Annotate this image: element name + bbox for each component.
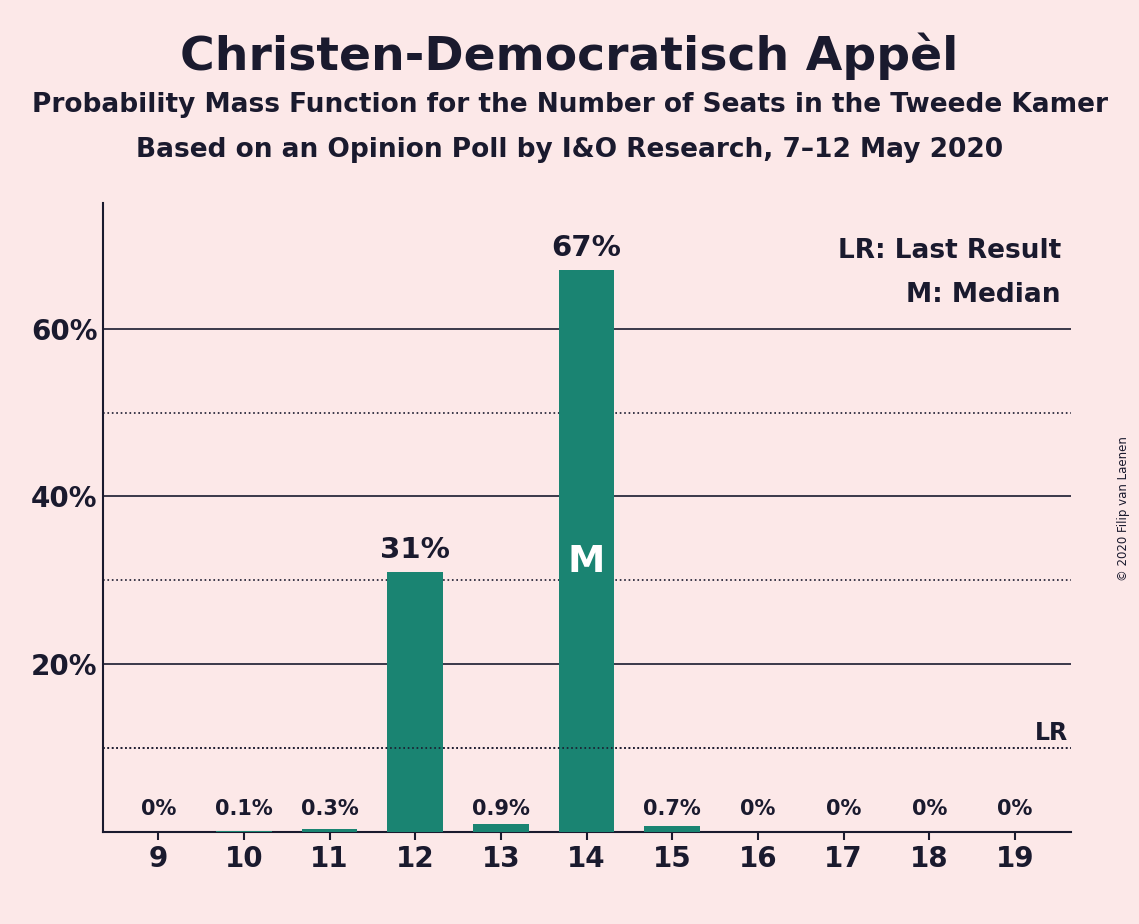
Bar: [387, 572, 443, 832]
Text: 0%: 0%: [740, 799, 776, 819]
Text: 0.9%: 0.9%: [472, 799, 530, 819]
Text: 0%: 0%: [911, 799, 947, 819]
Text: 0%: 0%: [998, 799, 1033, 819]
Text: 67%: 67%: [551, 234, 622, 261]
Text: © 2020 Filip van Laenen: © 2020 Filip van Laenen: [1117, 436, 1130, 580]
Text: M: Median: M: Median: [907, 282, 1060, 308]
Text: 0%: 0%: [140, 799, 175, 819]
Text: Christen-Democratisch Appèl: Christen-Democratisch Appèl: [180, 32, 959, 79]
Text: LR: LR: [1035, 722, 1068, 746]
Text: Probability Mass Function for the Number of Seats in the Tweede Kamer: Probability Mass Function for the Number…: [32, 92, 1107, 118]
Text: LR: Last Result: LR: Last Result: [837, 237, 1060, 264]
Text: 31%: 31%: [380, 536, 450, 564]
Bar: [559, 271, 614, 832]
Bar: [302, 829, 358, 832]
Text: 0.7%: 0.7%: [644, 799, 702, 819]
Text: 0.3%: 0.3%: [301, 799, 359, 819]
Bar: [473, 824, 528, 832]
Text: 0%: 0%: [826, 799, 861, 819]
Text: Based on an Opinion Poll by I&O Research, 7–12 May 2020: Based on an Opinion Poll by I&O Research…: [136, 137, 1003, 163]
Bar: [645, 826, 700, 832]
Text: 0.1%: 0.1%: [215, 799, 272, 819]
Text: M: M: [568, 544, 605, 580]
